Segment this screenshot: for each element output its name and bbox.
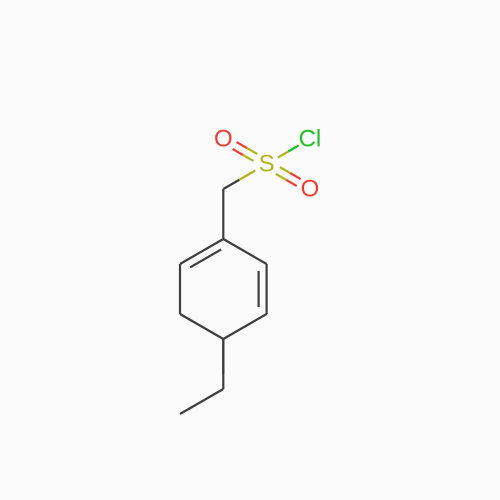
bond [280,167,290,173]
bond [237,142,247,148]
bond [286,180,296,186]
atom-label-cl: Cl [299,126,322,153]
bond [247,148,257,154]
bond [239,171,255,180]
bond [223,314,266,339]
bond [243,155,253,161]
bond [180,314,223,339]
bond [233,149,243,155]
atom-label-o: O [214,126,233,153]
bond [223,239,266,264]
molecule-diagram: SO O Cl [0,0,500,500]
bond [278,152,288,158]
bond [180,389,223,414]
atom-label-s: S [259,151,275,178]
bond [223,180,239,189]
bond [290,173,300,179]
bond [190,249,221,267]
bond [288,146,298,152]
bond [276,174,286,180]
atom-label-o: O [301,176,320,203]
